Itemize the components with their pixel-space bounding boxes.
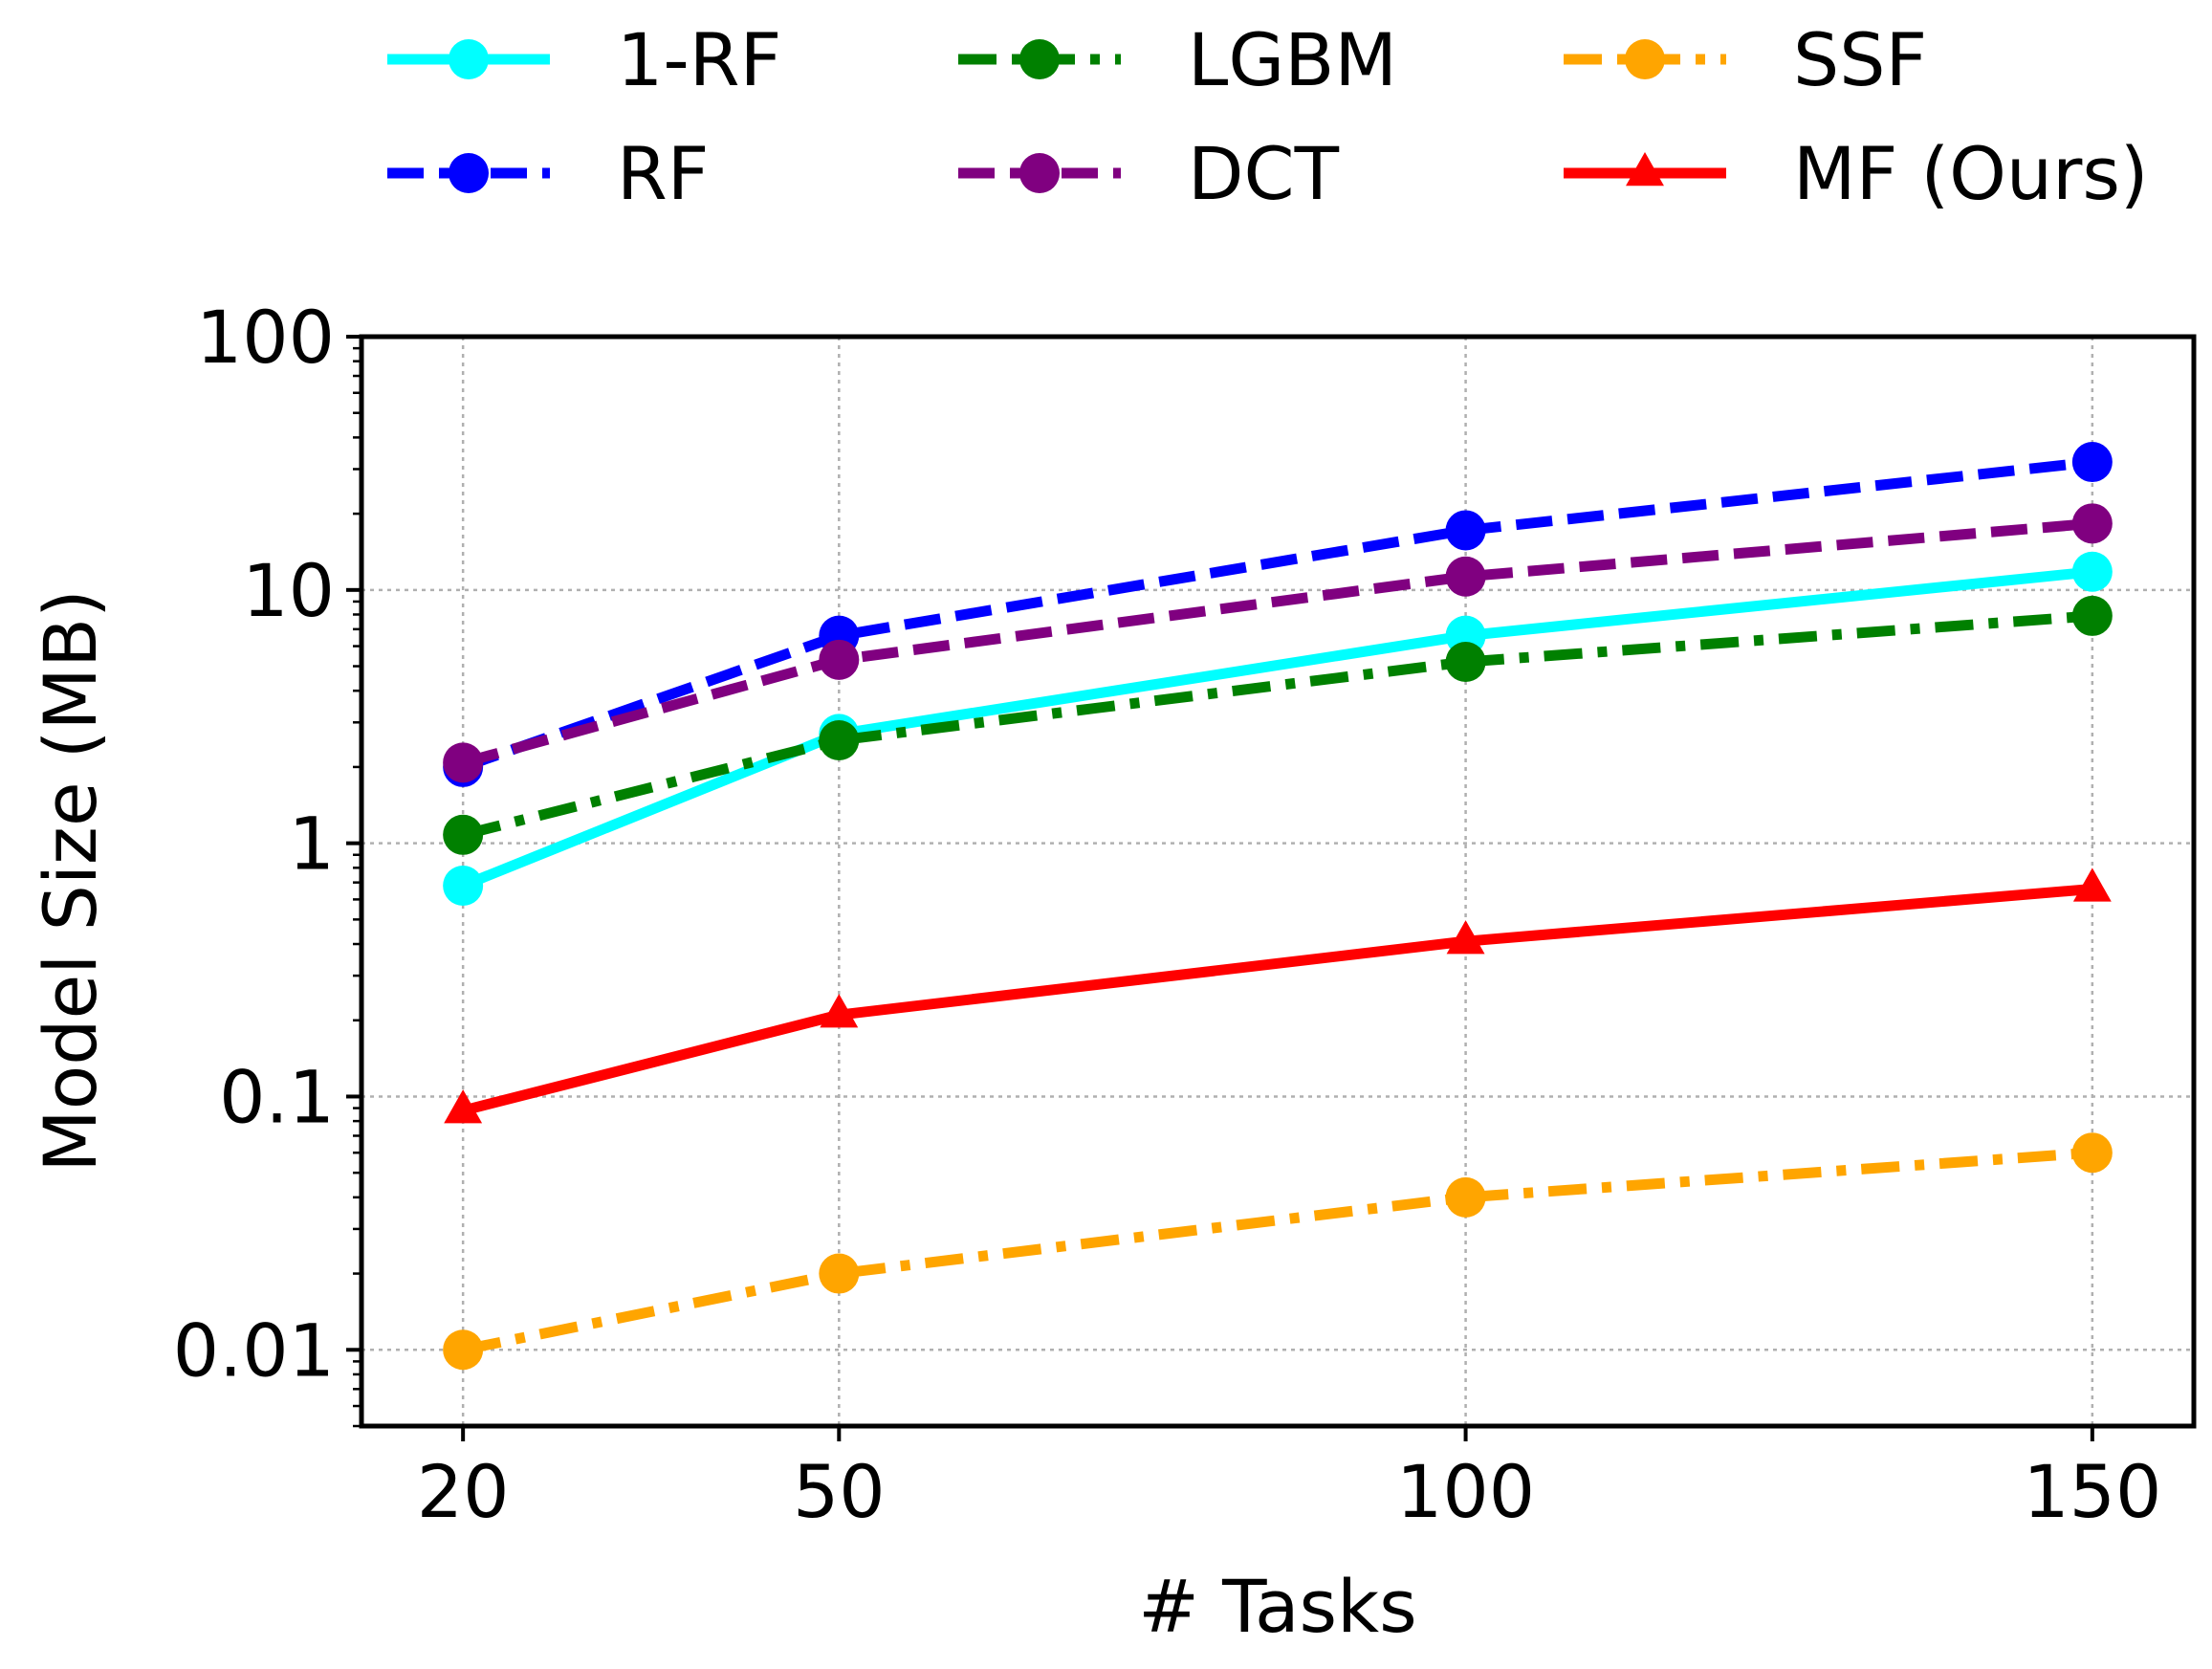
data-point bbox=[820, 994, 859, 1028]
grid-lines bbox=[361, 335, 2194, 1426]
x-tick-label: 50 bbox=[793, 1449, 886, 1534]
legend-label: RF bbox=[617, 131, 710, 216]
legend-item-rf: RF bbox=[387, 131, 710, 216]
legend-marker bbox=[1019, 39, 1060, 79]
y-tick-label: 0.1 bbox=[219, 1054, 335, 1139]
data-point bbox=[2071, 442, 2113, 483]
legend-label: MF (Ours) bbox=[1793, 131, 2149, 216]
series-line bbox=[462, 1147, 2093, 1355]
series-ssf bbox=[443, 1132, 2113, 1371]
legend-marker bbox=[449, 153, 489, 193]
legend-item-lgbm: LGBM bbox=[958, 17, 1397, 102]
legend-label: LGBM bbox=[1188, 17, 1397, 102]
data-point bbox=[819, 1253, 860, 1294]
series-line bbox=[461, 566, 2093, 891]
legend-marker bbox=[1019, 153, 1060, 193]
legend-item-1-rf: 1-RF bbox=[387, 17, 781, 102]
y-tick-label: 10 bbox=[242, 548, 335, 633]
data-point bbox=[444, 1089, 483, 1124]
y-tick-label: 100 bbox=[196, 295, 335, 380]
y-tick-label: 1 bbox=[289, 802, 335, 887]
series-line bbox=[461, 517, 2093, 768]
series-line bbox=[461, 610, 2093, 841]
legend-marker bbox=[449, 39, 489, 79]
series-rf bbox=[443, 442, 2113, 787]
series-mf-ours bbox=[444, 867, 2112, 1124]
plot-frame bbox=[359, 334, 2197, 1429]
data-point bbox=[443, 814, 484, 855]
data-point bbox=[2071, 1132, 2113, 1174]
data-point bbox=[1445, 642, 1486, 683]
data-series bbox=[443, 442, 2113, 1371]
data-point bbox=[819, 639, 860, 680]
data-point bbox=[1445, 510, 1486, 551]
data-point bbox=[443, 865, 484, 906]
legend: 1-RF RF LGBM DCT SSF MF (Ours) bbox=[387, 17, 2149, 216]
data-point bbox=[443, 742, 484, 783]
x-tick-label: 20 bbox=[417, 1449, 510, 1534]
data-point bbox=[2072, 867, 2112, 902]
x-tick-label: 150 bbox=[2023, 1449, 2161, 1534]
legend-label: 1-RF bbox=[617, 17, 781, 102]
series-line bbox=[461, 456, 2093, 773]
data-point bbox=[1445, 1176, 1486, 1218]
x-axis-label: # Tasks bbox=[1138, 1564, 1416, 1649]
legend-marker bbox=[1626, 151, 1664, 187]
series-line bbox=[461, 883, 2093, 1116]
data-point bbox=[1446, 920, 1485, 955]
data-point bbox=[2071, 551, 2113, 592]
y-tick-label: 0.01 bbox=[173, 1307, 335, 1393]
y-axis-label: Model Size (MB) bbox=[28, 589, 113, 1173]
legend-item-ssf: SSF bbox=[1564, 17, 1927, 102]
legend-marker bbox=[1625, 39, 1665, 79]
legend-label: SSF bbox=[1793, 17, 1927, 102]
x-axis-ticks: 20 50 100 150 bbox=[417, 1426, 2161, 1534]
y-axis-ticks: 0.01 0.1 1 10 100 bbox=[173, 295, 361, 1428]
series-lgbm bbox=[443, 595, 2113, 855]
data-point bbox=[819, 719, 860, 760]
legend-label: DCT bbox=[1188, 131, 1340, 216]
x-tick-label: 100 bbox=[1396, 1449, 1535, 1534]
data-point bbox=[1445, 556, 1486, 597]
legend-item-dct: DCT bbox=[958, 131, 1340, 216]
series-dct bbox=[443, 503, 2113, 783]
data-point bbox=[443, 1329, 484, 1371]
data-point bbox=[2071, 503, 2113, 544]
legend-item-mf-ours: MF (Ours) bbox=[1564, 131, 2149, 216]
data-point bbox=[2071, 595, 2113, 636]
